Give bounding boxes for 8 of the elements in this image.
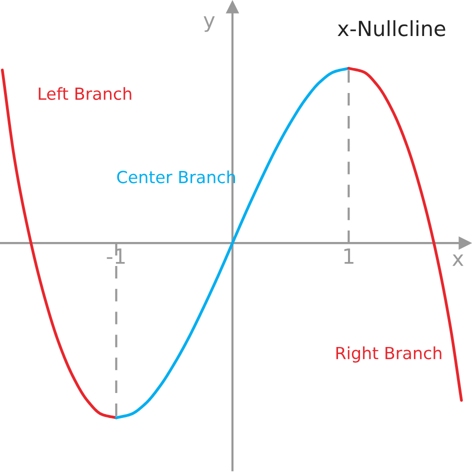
- series-label: Left Branch: [38, 87, 132, 100]
- series-label: Center Branch: [117, 170, 235, 184]
- chart-title: x-Nullcline: [338, 20, 446, 36]
- y-axis-title: y: [204, 16, 215, 32]
- x-axis-title: x: [452, 254, 464, 266]
- x-tick-label: 1: [344, 248, 354, 264]
- series-label: Right Branch: [336, 346, 442, 363]
- x-tick-label: -1: [106, 248, 125, 264]
